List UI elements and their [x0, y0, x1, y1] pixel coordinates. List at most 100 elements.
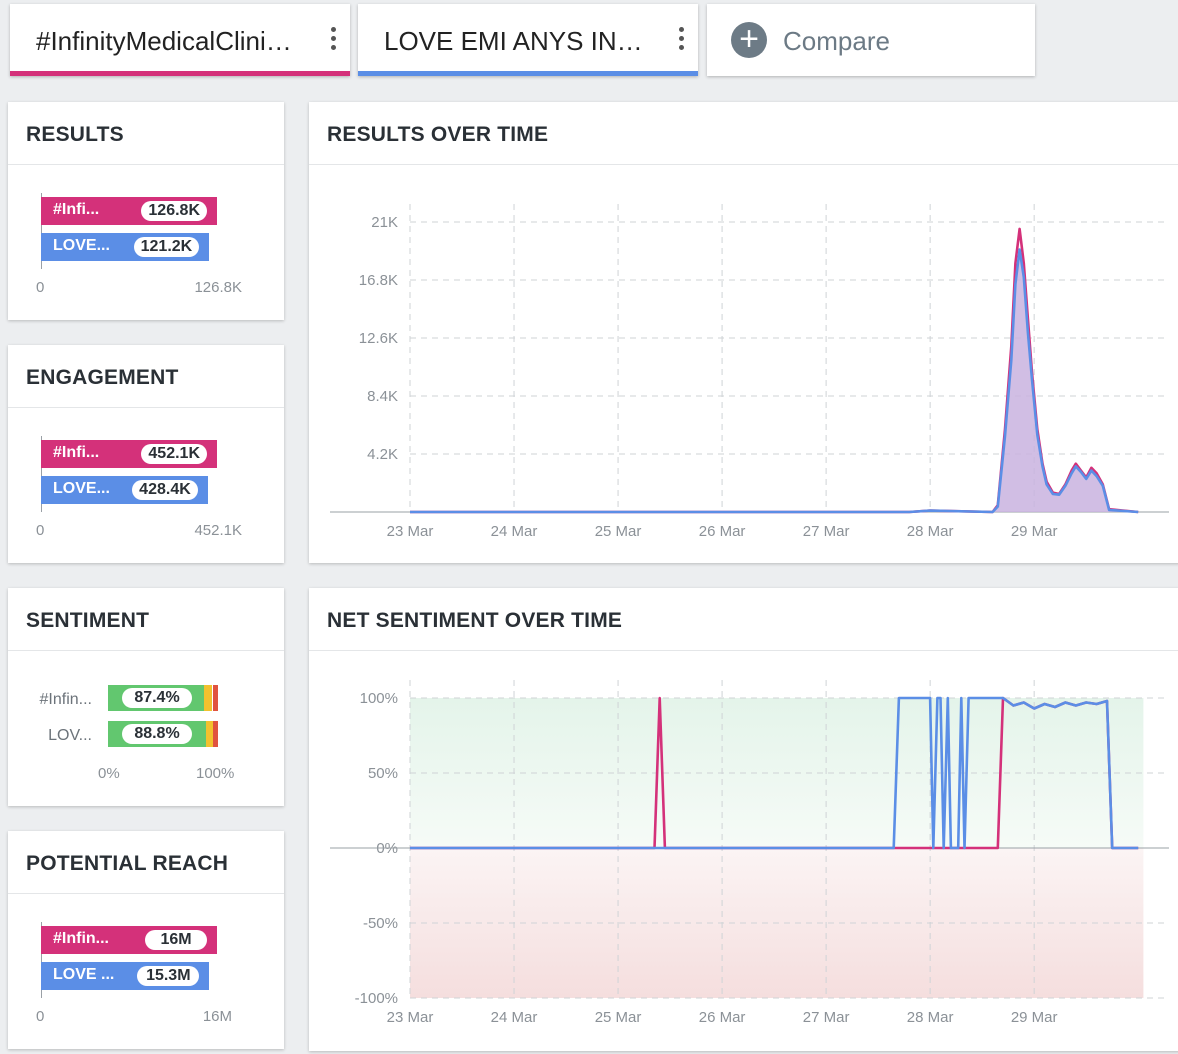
- card-title: SENTIMENT: [26, 609, 150, 632]
- results-card: RESULTS #Infi... 126.8K LOVE... 121.2K 0…: [8, 102, 284, 320]
- x-tick-label: 25 Mar: [595, 1009, 642, 1026]
- y-tick-label: -50%: [363, 915, 398, 932]
- bar-label: #Infin...: [53, 930, 109, 947]
- series-label: LOV...: [48, 727, 92, 744]
- net-sentiment-over-time-chart: -100%-50%0%50%100%23 Mar 24 Mar 25 Mar 26 M…: [330, 680, 1169, 1026]
- axis-line: [41, 436, 42, 512]
- bar-value: 16M: [145, 930, 207, 950]
- x-tick-label: 23 Mar: [387, 523, 434, 540]
- bar-label: LOVE...: [53, 237, 110, 254]
- x-tick-label: 23 Mar: [387, 1009, 434, 1026]
- y-tick-label: 8.4K: [367, 388, 398, 405]
- neutral-segment: [204, 685, 213, 711]
- x-tick-label: 27 Mar: [803, 1009, 850, 1026]
- bar-value: 452.1K: [141, 444, 207, 464]
- tab-color-underline: [10, 71, 350, 76]
- y-tick-label: 12.6K: [359, 330, 398, 347]
- axis-max-label: 452.1K: [194, 522, 242, 539]
- x-tick-label: 28 Mar: [907, 1009, 954, 1026]
- x-tick-label: 29 Mar: [1011, 1009, 1058, 1026]
- compare-label: Compare: [783, 26, 890, 56]
- x-tick-label: 24 Mar: [491, 523, 538, 540]
- x-tick-label: 27 Mar: [803, 523, 850, 540]
- net-sentiment-over-time-card: NET SENTIMENT OVER TIME -100% -50% 0% 50% 10…: [309, 588, 1178, 1051]
- y-tick-label: 16.8K: [359, 272, 398, 289]
- x-tick-label: 29 Mar: [1011, 523, 1058, 540]
- axis-max-label: 126.8K: [194, 279, 242, 296]
- axis-min-label: 0: [36, 522, 45, 539]
- x-tick-label: 28 Mar: [907, 523, 954, 540]
- results-over-time-chart: 4.2K 8.4K 12.6K 16.8K 21K 23 Mar 24 Mar 25 Mar 2…: [330, 204, 1169, 540]
- tab-label: LOVE EMI ANYS INF…: [384, 26, 654, 56]
- bar-value: 126.8K: [141, 201, 207, 221]
- series-label: #Infin...: [39, 691, 92, 708]
- sentiment-bar[interactable]: 87.4%: [108, 685, 218, 711]
- axis-min-label: 0%: [98, 765, 120, 782]
- series-line: [410, 696, 1139, 850]
- bar[interactable]: LOVE... 428.4K: [41, 476, 208, 504]
- series-line: [410, 248, 1139, 514]
- bar-value: 15.3M: [137, 966, 200, 986]
- bar-value: 428.4K: [132, 480, 198, 500]
- divider: [309, 164, 1178, 165]
- more-options-icon[interactable]: [674, 24, 688, 56]
- potential-reach-card: POTENTIAL REACH #Infin... 16M LOVE ... 1…: [8, 831, 284, 1049]
- bar[interactable]: #Infi... 126.8K: [41, 197, 217, 225]
- y-tick-label: 50%: [368, 765, 398, 782]
- divider: [309, 650, 1178, 651]
- divider: [8, 650, 284, 651]
- bar-label: LOVE ...: [53, 966, 115, 983]
- bar-label: LOVE...: [53, 480, 110, 497]
- axis-line: [41, 193, 42, 269]
- tab-label: #InfinityMedicalClini…: [36, 26, 292, 56]
- x-tick-label: 24 Mar: [491, 1009, 538, 1026]
- positive-value: 87.4%: [122, 688, 192, 708]
- card-title: ENGAGEMENT: [26, 366, 179, 389]
- potential-reach-bar-chart: #Infin... 16M LOVE ... 15.3M 0 16M: [8, 894, 284, 1049]
- neutral-segment: [205, 721, 214, 747]
- positive-value: 88.8%: [122, 724, 192, 744]
- card-title: POTENTIAL REACH: [26, 852, 229, 875]
- x-tick-label: 25 Mar: [595, 523, 642, 540]
- axis-min-label: 0: [36, 279, 45, 296]
- axis-max-label: 100%: [196, 765, 235, 782]
- axis-max-label: 16M: [202, 1008, 232, 1025]
- negative-segment: [213, 721, 218, 747]
- card-title: NET SENTIMENT OVER TIME: [327, 609, 623, 632]
- x-tick-label: 26 Mar: [699, 1009, 746, 1026]
- tab-color-underline: [358, 71, 698, 76]
- engagement-bar-chart: #Infi... 452.1K LOVE... 428.4K 0 452.1K: [8, 408, 284, 563]
- bar[interactable]: #Infin... 16M: [41, 926, 217, 954]
- compare-button[interactable]: + Compare: [707, 4, 1035, 76]
- more-options-icon[interactable]: [326, 24, 340, 56]
- axis-min-label: 0: [36, 1008, 45, 1025]
- divider: [8, 164, 284, 165]
- engagement-card: ENGAGEMENT #Infi... 452.1K LOVE... 428.4…: [8, 345, 284, 563]
- axis-line: [41, 922, 42, 998]
- tab-infinity-medical-clinic[interactable]: #InfinityMedicalClini…: [10, 4, 350, 76]
- bar[interactable]: LOVE... 121.2K: [41, 233, 210, 261]
- card-title: RESULTS: [26, 123, 124, 146]
- x-tick-label: 26 Mar: [699, 523, 746, 540]
- y-tick-label: -100%: [355, 990, 398, 1007]
- y-tick-label: 21K: [371, 214, 398, 231]
- plus-circle-icon: +: [731, 22, 767, 58]
- bar[interactable]: #Infi... 452.1K: [41, 440, 217, 468]
- y-tick-label: 4.2K: [367, 446, 398, 463]
- sentiment-bar[interactable]: 88.8%: [108, 721, 218, 747]
- bar-label: #Infi...: [53, 444, 100, 461]
- divider: [8, 407, 284, 408]
- bar-label: #Infi...: [53, 201, 100, 218]
- card-title: RESULTS OVER TIME: [327, 123, 549, 146]
- y-tick-label: 100%: [360, 690, 398, 707]
- bar-value: 121.2K: [133, 237, 200, 257]
- divider: [8, 893, 284, 894]
- series-area: [410, 249, 1139, 512]
- sentiment-card: SENTIMENT #Infin... 87.4% LOV... 88.8% 0…: [8, 588, 284, 806]
- results-bar-chart: #Infi... 126.8K LOVE... 121.2K 0 126.8K: [8, 165, 284, 320]
- sentiment-bar-chart: #Infin... 87.4% LOV... 88.8% 0% 100%: [8, 651, 284, 806]
- bar[interactable]: LOVE ... 15.3M: [41, 962, 210, 990]
- tab-love-emi-anys[interactable]: LOVE EMI ANYS INF…: [358, 4, 698, 76]
- negative-segment: [212, 685, 218, 711]
- results-over-time-card: RESULTS OVER TIME 4.2K 8.4K 12.6K 16.8K 21K 2…: [309, 102, 1178, 563]
